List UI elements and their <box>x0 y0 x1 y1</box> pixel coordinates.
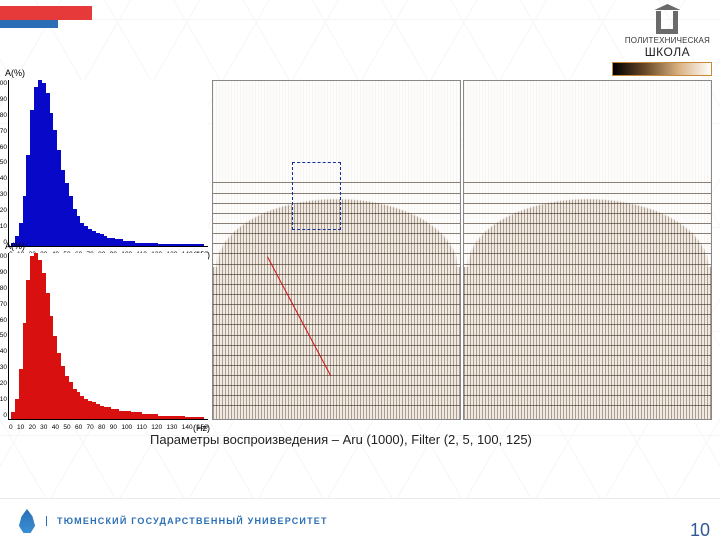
flame-icon <box>18 509 36 533</box>
spectrum-bottom: A(%) (Hz) 0102030405060708090100 0102030… <box>8 253 208 420</box>
seismic-column <box>212 80 712 420</box>
y-ticks: 0102030405060708090100 <box>0 253 7 419</box>
overlay-box <box>292 162 341 230</box>
accent-bar-red <box>0 6 92 20</box>
university-name: ТЮМЕНСКИЙ ГОСУДАРСТВЕННЫЙ УНИВЕРСИТЕТ <box>46 516 328 527</box>
spectrum-bars <box>11 253 204 419</box>
school-logo-block: ПОЛИТЕХНИЧЕСКАЯ ШКОЛА <box>625 4 710 59</box>
seismic-panel-left <box>212 80 461 420</box>
seismic-mute-wedge <box>463 81 712 267</box>
spectrum-bars <box>11 80 204 246</box>
x-ticks: 0102030405060708090100110120130140150 <box>9 424 208 431</box>
seismic-colorscale <box>612 62 712 76</box>
spectrum-top: A(%) (Hz) 0102030405060708090100 0102030… <box>8 80 208 247</box>
logo-line2: ШКОЛА <box>625 45 710 59</box>
seismic-pair <box>212 80 712 420</box>
spectra-column: A(%) (Hz) 0102030405060708090100 0102030… <box>8 80 208 420</box>
header-accent-bars <box>0 6 92 28</box>
axis-y-label: A(%) <box>5 68 25 78</box>
page-number: 10 <box>690 522 710 538</box>
footer-logo: ТЮМЕНСКИЙ ГОСУДАРСТВЕННЫЙ УНИВЕРСИТЕТ <box>18 509 328 533</box>
seismic-panel-right <box>463 80 712 420</box>
footer: ТЮМЕНСКИЙ ГОСУДАРСТВЕННЫЙ УНИВЕРСИТЕТ 10 <box>0 498 720 540</box>
content-region: A(%) (Hz) 0102030405060708090100 0102030… <box>8 80 712 420</box>
logo-line1: ПОЛИТЕХНИЧЕСКАЯ <box>625 36 710 45</box>
y-ticks: 0102030405060708090100 <box>0 80 7 246</box>
pillar-icon <box>650 4 684 34</box>
accent-bar-blue <box>0 20 58 28</box>
figure-caption: Параметры воспроизведения – Aru (1000), … <box>150 432 680 447</box>
axis-y-label: A(%) <box>5 241 25 251</box>
